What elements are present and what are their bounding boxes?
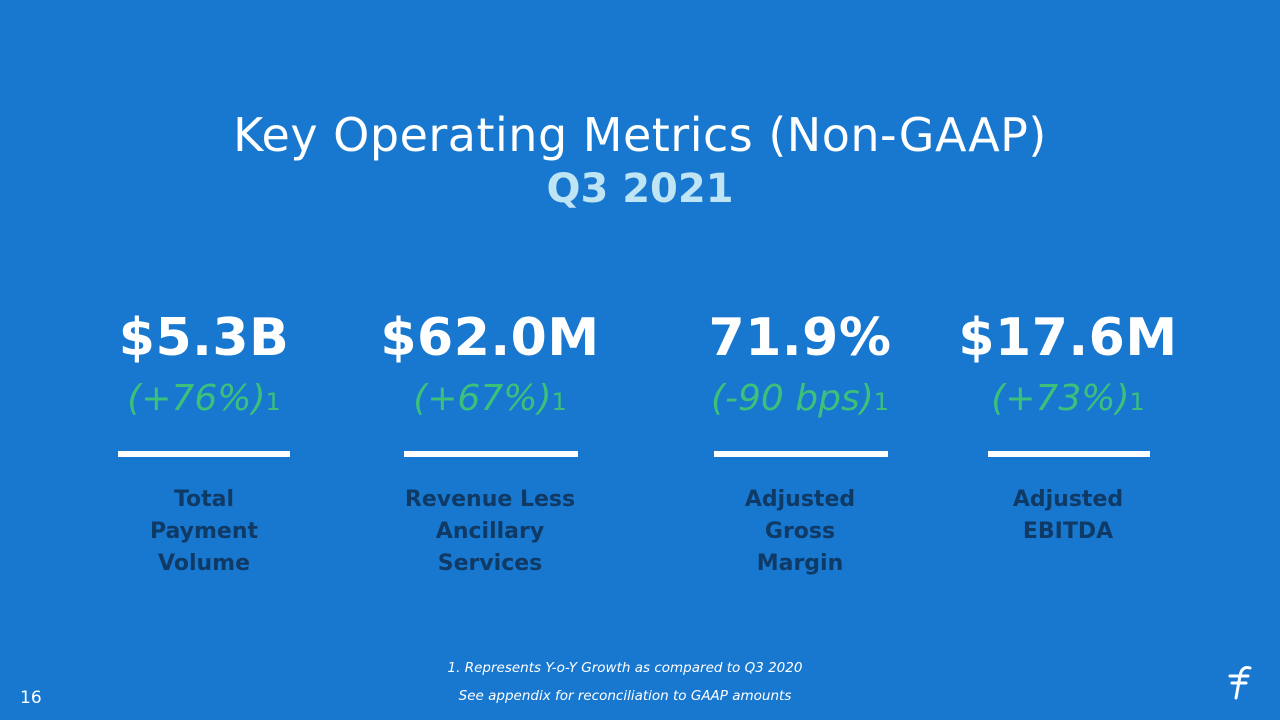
metric-adjusted-gross-margin: 71.9% (-90 bps)1 Adjusted Gross Margin <box>670 0 930 720</box>
metric-value: $17.6M <box>958 308 1178 368</box>
metric-divider <box>988 451 1150 457</box>
metric-value: $5.3B <box>118 308 290 368</box>
metric-revenue-less-ancillary: $62.0M (+67%)1 Revenue Less Ancillary Se… <box>360 0 620 720</box>
metric-divider <box>714 451 888 457</box>
metric-divider <box>404 451 578 457</box>
metric-growth: (+67%)1 <box>413 378 567 419</box>
metric-adjusted-ebitda: $17.6M (+73%)1 Adjusted EBITDA <box>938 0 1198 720</box>
metric-label: Total Payment Volume <box>149 487 259 576</box>
metric-value: 71.9% <box>708 308 892 368</box>
metric-label: Adjusted Gross Margin <box>744 487 856 576</box>
footnote-growth: 1. Represents Y-o-Y Growth as compared t… <box>447 660 803 676</box>
slide-subtitle: Q3 2021 <box>546 166 734 212</box>
metric-growth: (+73%)1 <box>991 378 1145 419</box>
metric-label: Revenue Less Ancillary Services <box>404 487 576 576</box>
metric-growth: (+76%)1 <box>127 378 281 419</box>
metric-growth: (-90 bps)1 <box>710 378 890 419</box>
slide-title: Key Operating Metrics (Non-GAAP) <box>233 108 1047 162</box>
flywire-logo-icon <box>1228 666 1252 700</box>
footnote-appendix: See appendix for reconciliation to GAAP … <box>458 688 792 704</box>
metric-divider <box>118 451 290 457</box>
page-number: 16 <box>20 688 42 708</box>
metric-total-payment-volume: $5.3B (+76%)1 Total Payment Volume <box>74 0 334 720</box>
metric-label: Adjusted EBITDA <box>1012 487 1124 544</box>
metric-value: $62.0M <box>380 308 600 368</box>
